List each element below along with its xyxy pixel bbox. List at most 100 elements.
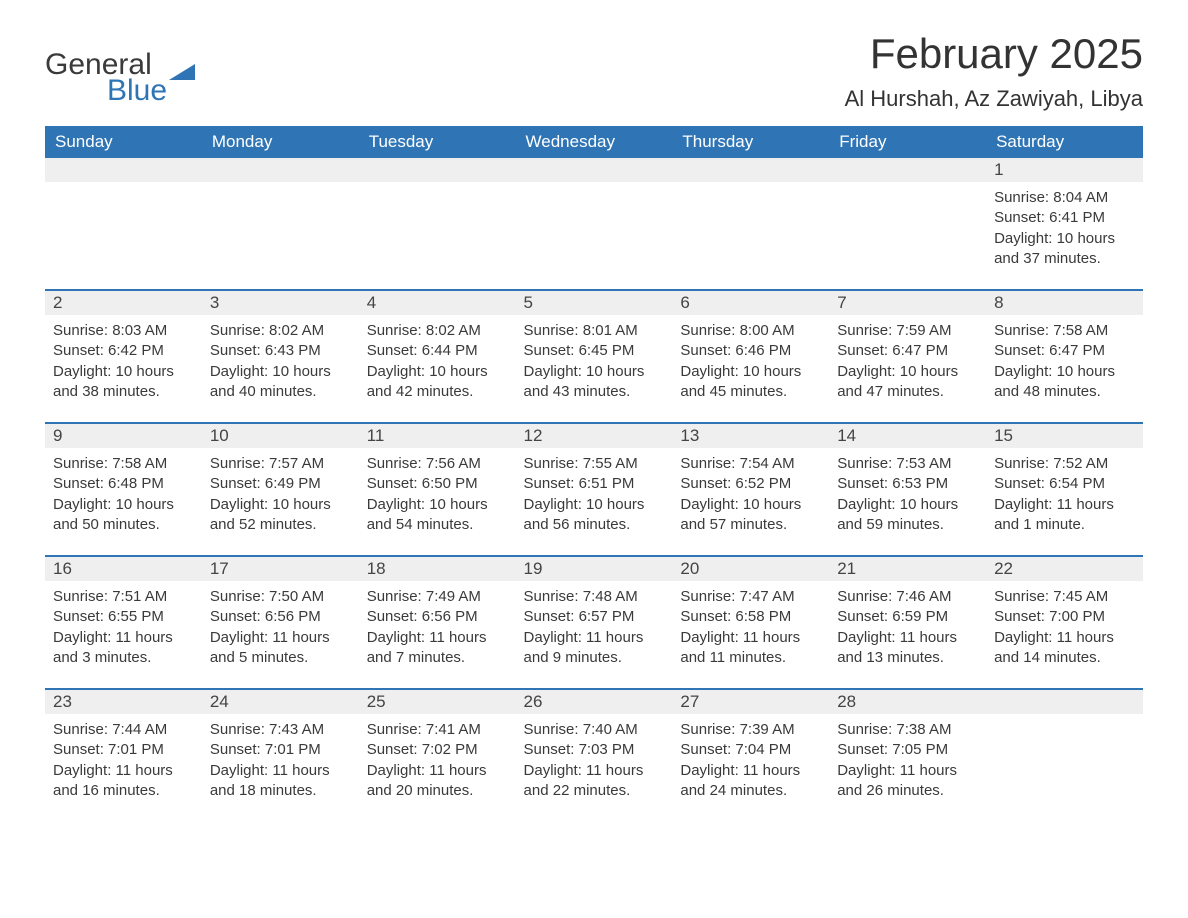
daylight-text: Daylight: 10 hours and 43 minutes.	[524, 362, 665, 403]
day-detail-cell	[516, 182, 673, 290]
sunrise-text: Sunrise: 7:56 AM	[367, 454, 508, 474]
daylight-text: Daylight: 10 hours and 38 minutes.	[53, 362, 194, 403]
sunrise-text: Sunrise: 7:59 AM	[837, 321, 978, 341]
sunrise-text: Sunrise: 7:38 AM	[837, 720, 978, 740]
sunset-text: Sunset: 6:58 PM	[680, 607, 821, 627]
day-detail-row: Sunrise: 8:03 AMSunset: 6:42 PMDaylight:…	[45, 315, 1143, 423]
daylight-text: Daylight: 10 hours and 40 minutes.	[210, 362, 351, 403]
day-number-cell: 22	[986, 556, 1143, 581]
sunset-text: Sunset: 6:41 PM	[994, 208, 1135, 228]
day-number-cell: 19	[516, 556, 673, 581]
day-detail-cell: Sunrise: 7:40 AMSunset: 7:03 PMDaylight:…	[516, 714, 673, 821]
daylight-text: Daylight: 10 hours and 37 minutes.	[994, 229, 1135, 270]
day-detail-cell: Sunrise: 7:59 AMSunset: 6:47 PMDaylight:…	[829, 315, 986, 423]
day-number-cell	[359, 158, 516, 182]
day-number-cell: 3	[202, 290, 359, 315]
day-number-cell	[45, 158, 202, 182]
sunset-text: Sunset: 6:47 PM	[837, 341, 978, 361]
day-detail-cell	[829, 182, 986, 290]
daylight-text: Daylight: 11 hours and 24 minutes.	[680, 761, 821, 802]
day-number-cell: 18	[359, 556, 516, 581]
day-number-cell: 4	[359, 290, 516, 315]
sunset-text: Sunset: 7:02 PM	[367, 740, 508, 760]
daylight-text: Daylight: 10 hours and 57 minutes.	[680, 495, 821, 536]
day-detail-cell	[359, 182, 516, 290]
day-number-cell: 2	[45, 290, 202, 315]
day-detail-row: Sunrise: 7:44 AMSunset: 7:01 PMDaylight:…	[45, 714, 1143, 821]
weekday-header: Friday	[829, 126, 986, 158]
day-detail-cell: Sunrise: 7:58 AMSunset: 6:48 PMDaylight:…	[45, 448, 202, 556]
daylight-text: Daylight: 10 hours and 47 minutes.	[837, 362, 978, 403]
sunrise-text: Sunrise: 7:57 AM	[210, 454, 351, 474]
day-number-cell: 23	[45, 689, 202, 714]
daylight-text: Daylight: 10 hours and 59 minutes.	[837, 495, 978, 536]
day-detail-cell: Sunrise: 7:44 AMSunset: 7:01 PMDaylight:…	[45, 714, 202, 821]
sunrise-text: Sunrise: 7:49 AM	[367, 587, 508, 607]
daylight-text: Daylight: 11 hours and 5 minutes.	[210, 628, 351, 669]
sunset-text: Sunset: 7:04 PM	[680, 740, 821, 760]
sunrise-text: Sunrise: 7:45 AM	[994, 587, 1135, 607]
sunset-text: Sunset: 7:05 PM	[837, 740, 978, 760]
location-text: Al Hurshah, Az Zawiyah, Libya	[845, 86, 1143, 112]
day-detail-cell: Sunrise: 7:49 AMSunset: 6:56 PMDaylight:…	[359, 581, 516, 689]
day-detail-cell	[45, 182, 202, 290]
weekday-header: Tuesday	[359, 126, 516, 158]
sunset-text: Sunset: 7:01 PM	[53, 740, 194, 760]
sunrise-text: Sunrise: 7:46 AM	[837, 587, 978, 607]
day-number-cell: 16	[45, 556, 202, 581]
day-number-cell: 15	[986, 423, 1143, 448]
day-detail-cell	[986, 714, 1143, 821]
sunrise-text: Sunrise: 7:51 AM	[53, 587, 194, 607]
title-block: February 2025 Al Hurshah, Az Zawiyah, Li…	[845, 30, 1143, 126]
brand-flag-icon	[169, 64, 195, 80]
day-number-cell	[829, 158, 986, 182]
day-detail-cell: Sunrise: 7:45 AMSunset: 7:00 PMDaylight:…	[986, 581, 1143, 689]
day-number-cell: 1	[986, 158, 1143, 182]
daylight-text: Daylight: 11 hours and 13 minutes.	[837, 628, 978, 669]
daylight-text: Daylight: 11 hours and 18 minutes.	[210, 761, 351, 802]
sunrise-text: Sunrise: 7:40 AM	[524, 720, 665, 740]
sunrise-text: Sunrise: 7:53 AM	[837, 454, 978, 474]
sunrise-text: Sunrise: 7:39 AM	[680, 720, 821, 740]
day-detail-cell: Sunrise: 8:02 AMSunset: 6:43 PMDaylight:…	[202, 315, 359, 423]
daylight-text: Daylight: 11 hours and 1 minute.	[994, 495, 1135, 536]
daylight-text: Daylight: 11 hours and 11 minutes.	[680, 628, 821, 669]
day-number-cell: 13	[672, 423, 829, 448]
sunrise-text: Sunrise: 7:44 AM	[53, 720, 194, 740]
sunrise-text: Sunrise: 7:48 AM	[524, 587, 665, 607]
day-number-cell: 21	[829, 556, 986, 581]
daylight-text: Daylight: 11 hours and 9 minutes.	[524, 628, 665, 669]
day-number-row: 1	[45, 158, 1143, 182]
daylight-text: Daylight: 11 hours and 16 minutes.	[53, 761, 194, 802]
sunrise-text: Sunrise: 7:52 AM	[994, 454, 1135, 474]
day-detail-cell: Sunrise: 7:56 AMSunset: 6:50 PMDaylight:…	[359, 448, 516, 556]
day-detail-cell: Sunrise: 7:57 AMSunset: 6:49 PMDaylight:…	[202, 448, 359, 556]
day-number-cell: 5	[516, 290, 673, 315]
day-number-cell: 24	[202, 689, 359, 714]
daylight-text: Daylight: 11 hours and 22 minutes.	[524, 761, 665, 802]
sunset-text: Sunset: 6:51 PM	[524, 474, 665, 494]
day-detail-cell: Sunrise: 7:39 AMSunset: 7:04 PMDaylight:…	[672, 714, 829, 821]
sunrise-text: Sunrise: 7:55 AM	[524, 454, 665, 474]
day-detail-row: Sunrise: 7:58 AMSunset: 6:48 PMDaylight:…	[45, 448, 1143, 556]
day-number-cell	[986, 689, 1143, 714]
sunrise-text: Sunrise: 8:02 AM	[210, 321, 351, 341]
day-number-row: 16171819202122	[45, 556, 1143, 581]
sunrise-text: Sunrise: 7:41 AM	[367, 720, 508, 740]
daylight-text: Daylight: 10 hours and 45 minutes.	[680, 362, 821, 403]
day-detail-cell: Sunrise: 7:38 AMSunset: 7:05 PMDaylight:…	[829, 714, 986, 821]
day-detail-cell: Sunrise: 7:53 AMSunset: 6:53 PMDaylight:…	[829, 448, 986, 556]
daylight-text: Daylight: 10 hours and 54 minutes.	[367, 495, 508, 536]
sunset-text: Sunset: 6:57 PM	[524, 607, 665, 627]
day-number-cell: 28	[829, 689, 986, 714]
sunset-text: Sunset: 6:53 PM	[837, 474, 978, 494]
daylight-text: Daylight: 11 hours and 14 minutes.	[994, 628, 1135, 669]
sunset-text: Sunset: 6:43 PM	[210, 341, 351, 361]
day-detail-cell: Sunrise: 8:00 AMSunset: 6:46 PMDaylight:…	[672, 315, 829, 423]
day-number-cell: 8	[986, 290, 1143, 315]
sunset-text: Sunset: 6:56 PM	[367, 607, 508, 627]
day-number-row: 9101112131415	[45, 423, 1143, 448]
sunrise-text: Sunrise: 8:00 AM	[680, 321, 821, 341]
sunset-text: Sunset: 6:45 PM	[524, 341, 665, 361]
day-number-row: 232425262728	[45, 689, 1143, 714]
